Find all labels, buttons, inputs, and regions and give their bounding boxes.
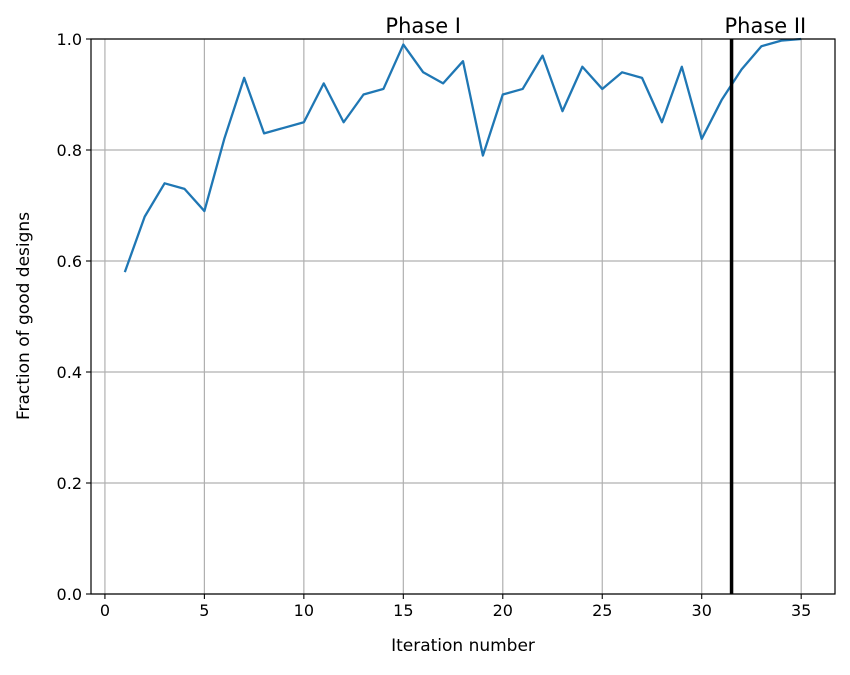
x-tick-label: 30 [692, 601, 712, 620]
plot-area [91, 39, 835, 594]
x-tick-label: 10 [294, 601, 314, 620]
phase-label: Phase II [724, 14, 806, 38]
x-tick-label: 5 [199, 601, 209, 620]
x-tick-label: 35 [791, 601, 811, 620]
phase-label: Phase I [385, 14, 461, 38]
y-tick-label: 0.2 [57, 474, 82, 493]
y-tick-label: 0.4 [57, 363, 82, 382]
x-tick-label: 25 [592, 601, 612, 620]
series-layer [123, 37, 802, 273]
x-tick-label: 15 [393, 601, 413, 620]
y-tick-label: 0.8 [57, 141, 82, 160]
plot-frame [90, 38, 836, 595]
y-tick-label: 0.6 [57, 252, 82, 271]
series-line [123, 37, 802, 273]
y-axis-label: Fraction of good designs [14, 212, 34, 420]
y-tick-label: 0.0 [57, 585, 82, 604]
x-axis-label: Iteration number [391, 636, 535, 656]
x-tick-label: 20 [493, 601, 513, 620]
phase-annotations: Phase I Phase II [385, 14, 806, 38]
axis-ticks: 0 5 10 15 20 25 30 35 0.0 0.2 0.4 0.6 0.8 1.0 [57, 30, 812, 620]
x-tick-label: 0 [100, 601, 110, 620]
y-tick-label: 1.0 [57, 30, 82, 49]
